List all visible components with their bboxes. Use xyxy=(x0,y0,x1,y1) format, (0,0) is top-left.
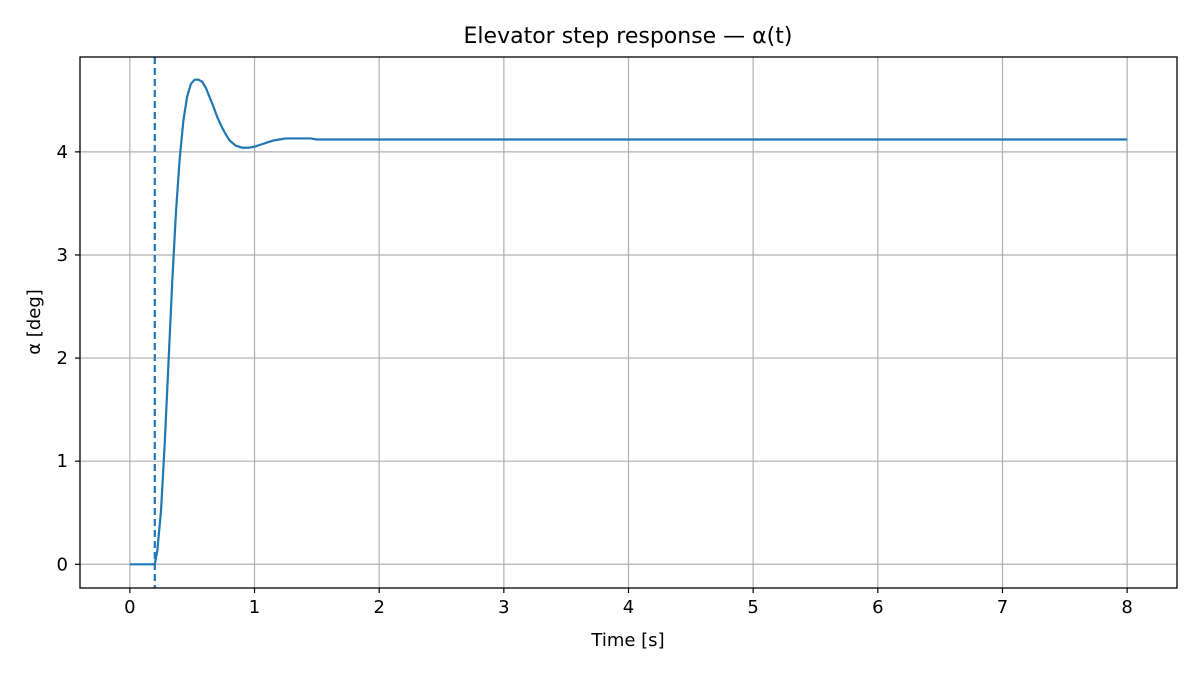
y-tick-label: 2 xyxy=(57,348,68,369)
x-tick-label: 5 xyxy=(747,597,758,618)
x-tick-label: 2 xyxy=(373,597,384,618)
x-tick-label: 4 xyxy=(623,597,634,618)
x-axis-label: Time [s] xyxy=(590,630,664,651)
plot-area xyxy=(129,57,1128,588)
alpha-response-line xyxy=(129,78,1128,566)
x-tick-label: 7 xyxy=(997,597,1008,618)
y-tick-label: 4 xyxy=(57,142,68,163)
y-tick-label: 0 xyxy=(57,554,68,575)
y-axis-label: α [deg] xyxy=(24,289,45,355)
chart-title: Elevator step response — α(t) xyxy=(464,24,793,49)
x-tick-label: 3 xyxy=(498,597,509,618)
x-axis: 0 1 2 3 4 5 6 7 8 xyxy=(124,588,1133,618)
x-tick-label: 6 xyxy=(872,597,883,618)
y-axis: 0 1 2 3 4 xyxy=(57,142,80,575)
grid xyxy=(80,57,1177,588)
x-tick-label: 1 xyxy=(249,597,260,618)
x-tick-label: 0 xyxy=(124,597,135,618)
x-tick-label: 8 xyxy=(1121,597,1132,618)
y-tick-label: 3 xyxy=(57,245,68,266)
y-tick-label: 1 xyxy=(57,451,68,472)
